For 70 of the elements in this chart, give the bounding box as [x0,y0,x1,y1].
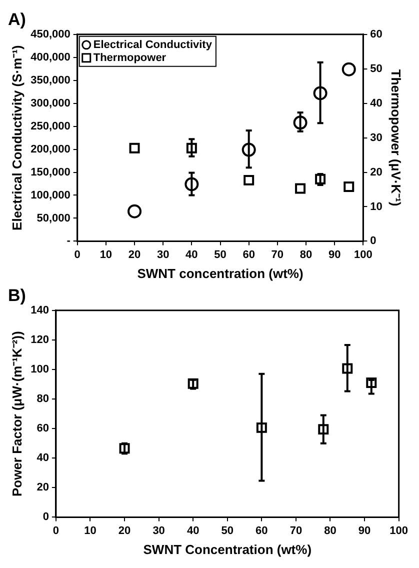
y-tick-label: 50,000 [36,212,70,224]
point [244,174,254,186]
x-tick-label: 10 [84,524,96,537]
x-axis-title: SWNT Concentration (wt%) [143,542,312,557]
chart-title: B) [8,286,26,305]
y2-tick-label: 20 [370,166,382,178]
y-tick-label: 80 [36,393,49,406]
x-tick-label: 20 [118,524,131,537]
y-tick-label: 300,000 [30,97,70,110]
y-tick-label: 140 [30,304,49,316]
x-tick-label: 60 [256,524,268,537]
x-tick-label: 70 [290,524,302,537]
x-tick-label: 90 [328,248,341,261]
point [342,62,356,76]
x-tick-label: 80 [300,248,312,261]
x-tick-label: 30 [152,524,165,537]
point [129,142,140,154]
y-tick-label: - [66,235,71,248]
legend-label: Thermopower [93,52,167,64]
y-tick-label: 0 [42,511,49,524]
y-tick-label: 100,000 [30,189,70,202]
y-tick-label: 60 [36,422,49,435]
y2-tick-label: 0 [370,235,376,248]
chart-title: A) [8,10,26,29]
y-tick-label: 40 [36,452,49,464]
y2-tick-label: 10 [370,200,382,213]
x-tick-label: 100 [390,524,408,537]
x-axis-title: SWNT concentration (wt%) [137,266,304,281]
point [313,86,328,100]
x-tick-label: 40 [186,524,200,537]
y2-tick-label: 30 [370,132,382,144]
point [256,422,267,433]
x-tick-label: 90 [358,524,371,537]
point [242,142,256,157]
y2-axis-title: Thermopower (μV·K⁻¹) [388,69,404,206]
x-tick-label: 50 [214,248,226,261]
y-tick-label: 450,000 [30,28,70,40]
point [293,116,308,130]
x-tick-label: 20 [128,248,141,261]
x-tick-label: 100 [354,248,372,261]
y-tick-label: 20 [36,482,49,494]
y-tick-label: 150,000 [30,166,70,178]
x-tick-label: 0 [74,248,80,261]
x-tick-label: 30 [156,248,170,261]
x-tick-label: 50 [221,524,234,537]
x-tick-label: 80 [324,524,336,537]
point [128,204,142,218]
point [344,182,354,192]
x-tick-label: 40 [186,248,198,261]
y-tick-label: 350,000 [30,74,70,86]
point [318,424,329,435]
y-axis-title: Electrical Conductivity (S·m⁻¹) [9,45,24,230]
y-tick-label: 200,000 [30,143,70,156]
y-tick-label: 400,000 [30,51,70,64]
y-tick-label: 100 [30,364,49,376]
y2-tick-label: 50 [370,62,382,75]
y-tick-label: 120 [30,334,49,346]
legend-label: Electrical Conductivity [93,38,213,51]
y2-tick-label: 60 [370,28,382,40]
point [184,177,199,192]
y-tick-label: 250,000 [30,120,70,132]
point [366,378,377,388]
point [186,142,197,154]
y2-tick-label: 40 [370,97,382,110]
point [295,183,306,194]
x-tick-label: 10 [100,248,112,261]
x-tick-label: 60 [242,248,255,261]
y-axis-title: Power Factor (μW·(m⁻¹K⁻²)) [9,331,24,497]
x-tick-label: 70 [271,248,284,261]
point [342,363,353,374]
